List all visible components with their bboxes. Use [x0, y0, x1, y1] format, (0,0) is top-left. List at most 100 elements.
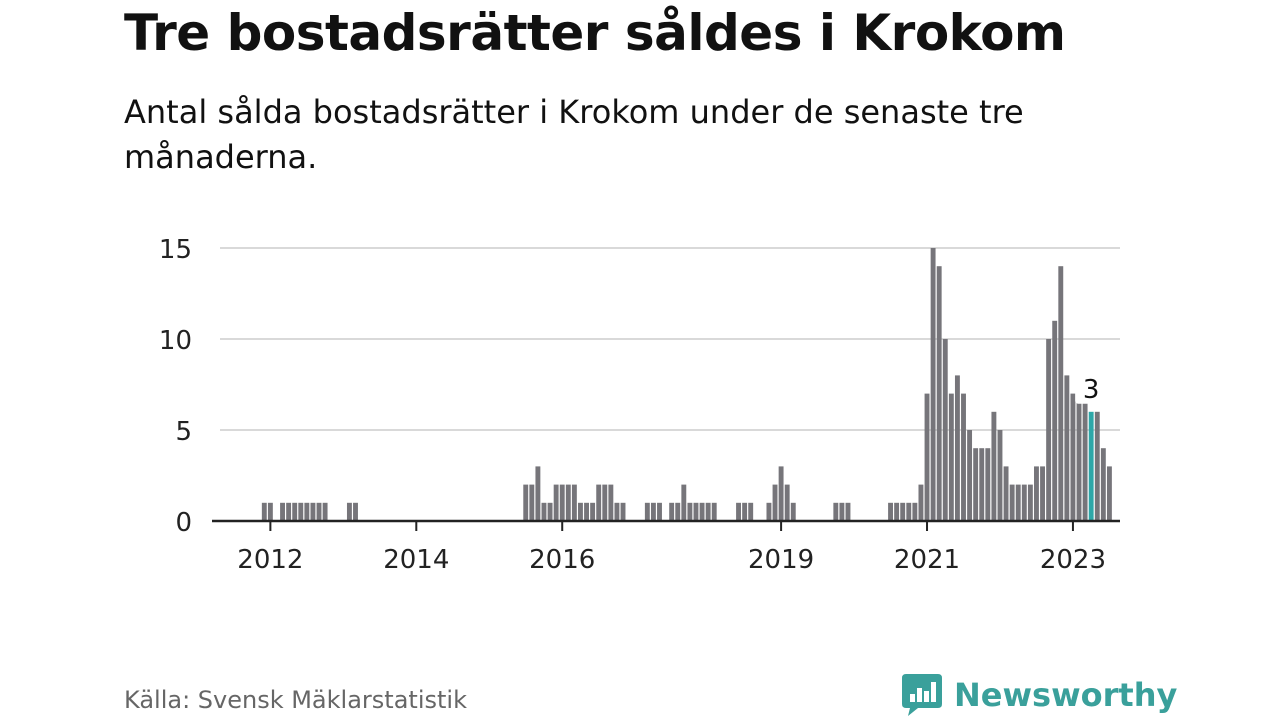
x-tick-label: 2023 — [1040, 545, 1106, 575]
bar — [979, 448, 985, 521]
bar — [608, 484, 614, 521]
bar — [565, 484, 571, 521]
bar — [602, 484, 608, 521]
bar — [1046, 339, 1052, 521]
bar — [596, 484, 602, 521]
bar — [894, 502, 900, 521]
y-tick-label: 5 — [175, 417, 192, 447]
x-tick-label: 2012 — [237, 545, 303, 575]
bar — [681, 484, 687, 521]
bar — [267, 502, 273, 521]
bar-highlight — [1088, 411, 1094, 521]
brand-name: Newsworthy — [954, 676, 1178, 714]
bar — [748, 502, 754, 521]
bar — [1100, 448, 1106, 521]
bar — [316, 502, 322, 521]
bar — [918, 484, 924, 521]
bar — [973, 448, 979, 521]
highlight-label-bg — [1075, 369, 1108, 404]
bar — [535, 466, 541, 521]
y-tick-label: 15 — [159, 235, 192, 265]
bar — [742, 502, 748, 521]
bar — [693, 502, 699, 521]
bar — [286, 502, 292, 521]
bar — [1034, 466, 1039, 521]
bar — [699, 502, 705, 521]
x-tick-label: 2019 — [748, 545, 814, 575]
bar — [997, 430, 1003, 521]
bar — [559, 484, 565, 521]
bar — [833, 502, 839, 521]
bar — [669, 502, 675, 521]
bar — [924, 393, 930, 521]
bar — [1009, 484, 1015, 521]
x-tick-label: 2016 — [529, 545, 595, 575]
chart-subtitle: Antal sålda bostadsrätter i Krokom under… — [124, 93, 1024, 176]
bar — [553, 484, 559, 521]
bar — [1052, 320, 1058, 521]
bar — [529, 484, 535, 521]
bar — [1106, 466, 1112, 521]
bar — [705, 502, 711, 521]
bar — [584, 502, 589, 521]
bar — [1021, 484, 1027, 521]
bar — [839, 502, 845, 521]
bar — [657, 502, 662, 521]
bar — [985, 448, 991, 521]
bar — [292, 502, 298, 521]
bar — [578, 502, 583, 521]
bar — [1094, 411, 1100, 521]
bar — [353, 502, 358, 521]
bar — [1064, 375, 1070, 521]
bar — [790, 502, 796, 521]
bar — [948, 393, 954, 521]
chart-title: Tre bostadsrätter såldes i Krokom — [124, 4, 1066, 62]
bar — [888, 502, 893, 521]
bar — [523, 484, 529, 521]
x-tick-label: 2021 — [894, 545, 960, 575]
bar — [1027, 484, 1033, 521]
bar — [644, 502, 650, 521]
x-tick-label: 2014 — [383, 545, 449, 575]
bar — [1040, 466, 1045, 521]
highlight-value-label: 3 — [1083, 375, 1100, 405]
bar — [942, 339, 948, 521]
bar — [541, 502, 547, 521]
bar — [298, 502, 304, 521]
y-tick-label: 0 — [175, 508, 192, 538]
bar — [1082, 393, 1088, 521]
bar — [322, 502, 328, 521]
bar — [784, 484, 790, 521]
bar — [1076, 393, 1082, 521]
source-note: Källa: Svensk Mäklarstatistik — [124, 686, 467, 714]
bar — [650, 502, 656, 521]
y-tick-label: 10 — [159, 326, 192, 356]
bar — [590, 502, 596, 521]
bar — [711, 502, 717, 521]
bar — [261, 502, 267, 521]
bar — [845, 502, 851, 521]
bar — [930, 248, 936, 521]
bar — [687, 502, 693, 521]
bar — [936, 266, 942, 521]
bar — [772, 484, 778, 521]
bar — [547, 502, 553, 521]
bar — [900, 502, 906, 521]
bar — [280, 502, 285, 521]
bar — [778, 466, 784, 521]
bar — [571, 484, 577, 521]
bar — [961, 393, 966, 521]
bar — [304, 502, 310, 521]
bar — [675, 502, 681, 521]
chat-bubble-bar-chart-icon — [902, 674, 942, 716]
bar — [346, 502, 352, 521]
bar — [614, 502, 620, 521]
newsworthy-logo: Newsworthy — [902, 670, 1177, 720]
bar — [620, 502, 626, 521]
bar — [1003, 466, 1009, 521]
bar — [991, 411, 997, 521]
bar — [1015, 484, 1021, 521]
bar — [906, 502, 912, 521]
bar — [1070, 393, 1076, 521]
